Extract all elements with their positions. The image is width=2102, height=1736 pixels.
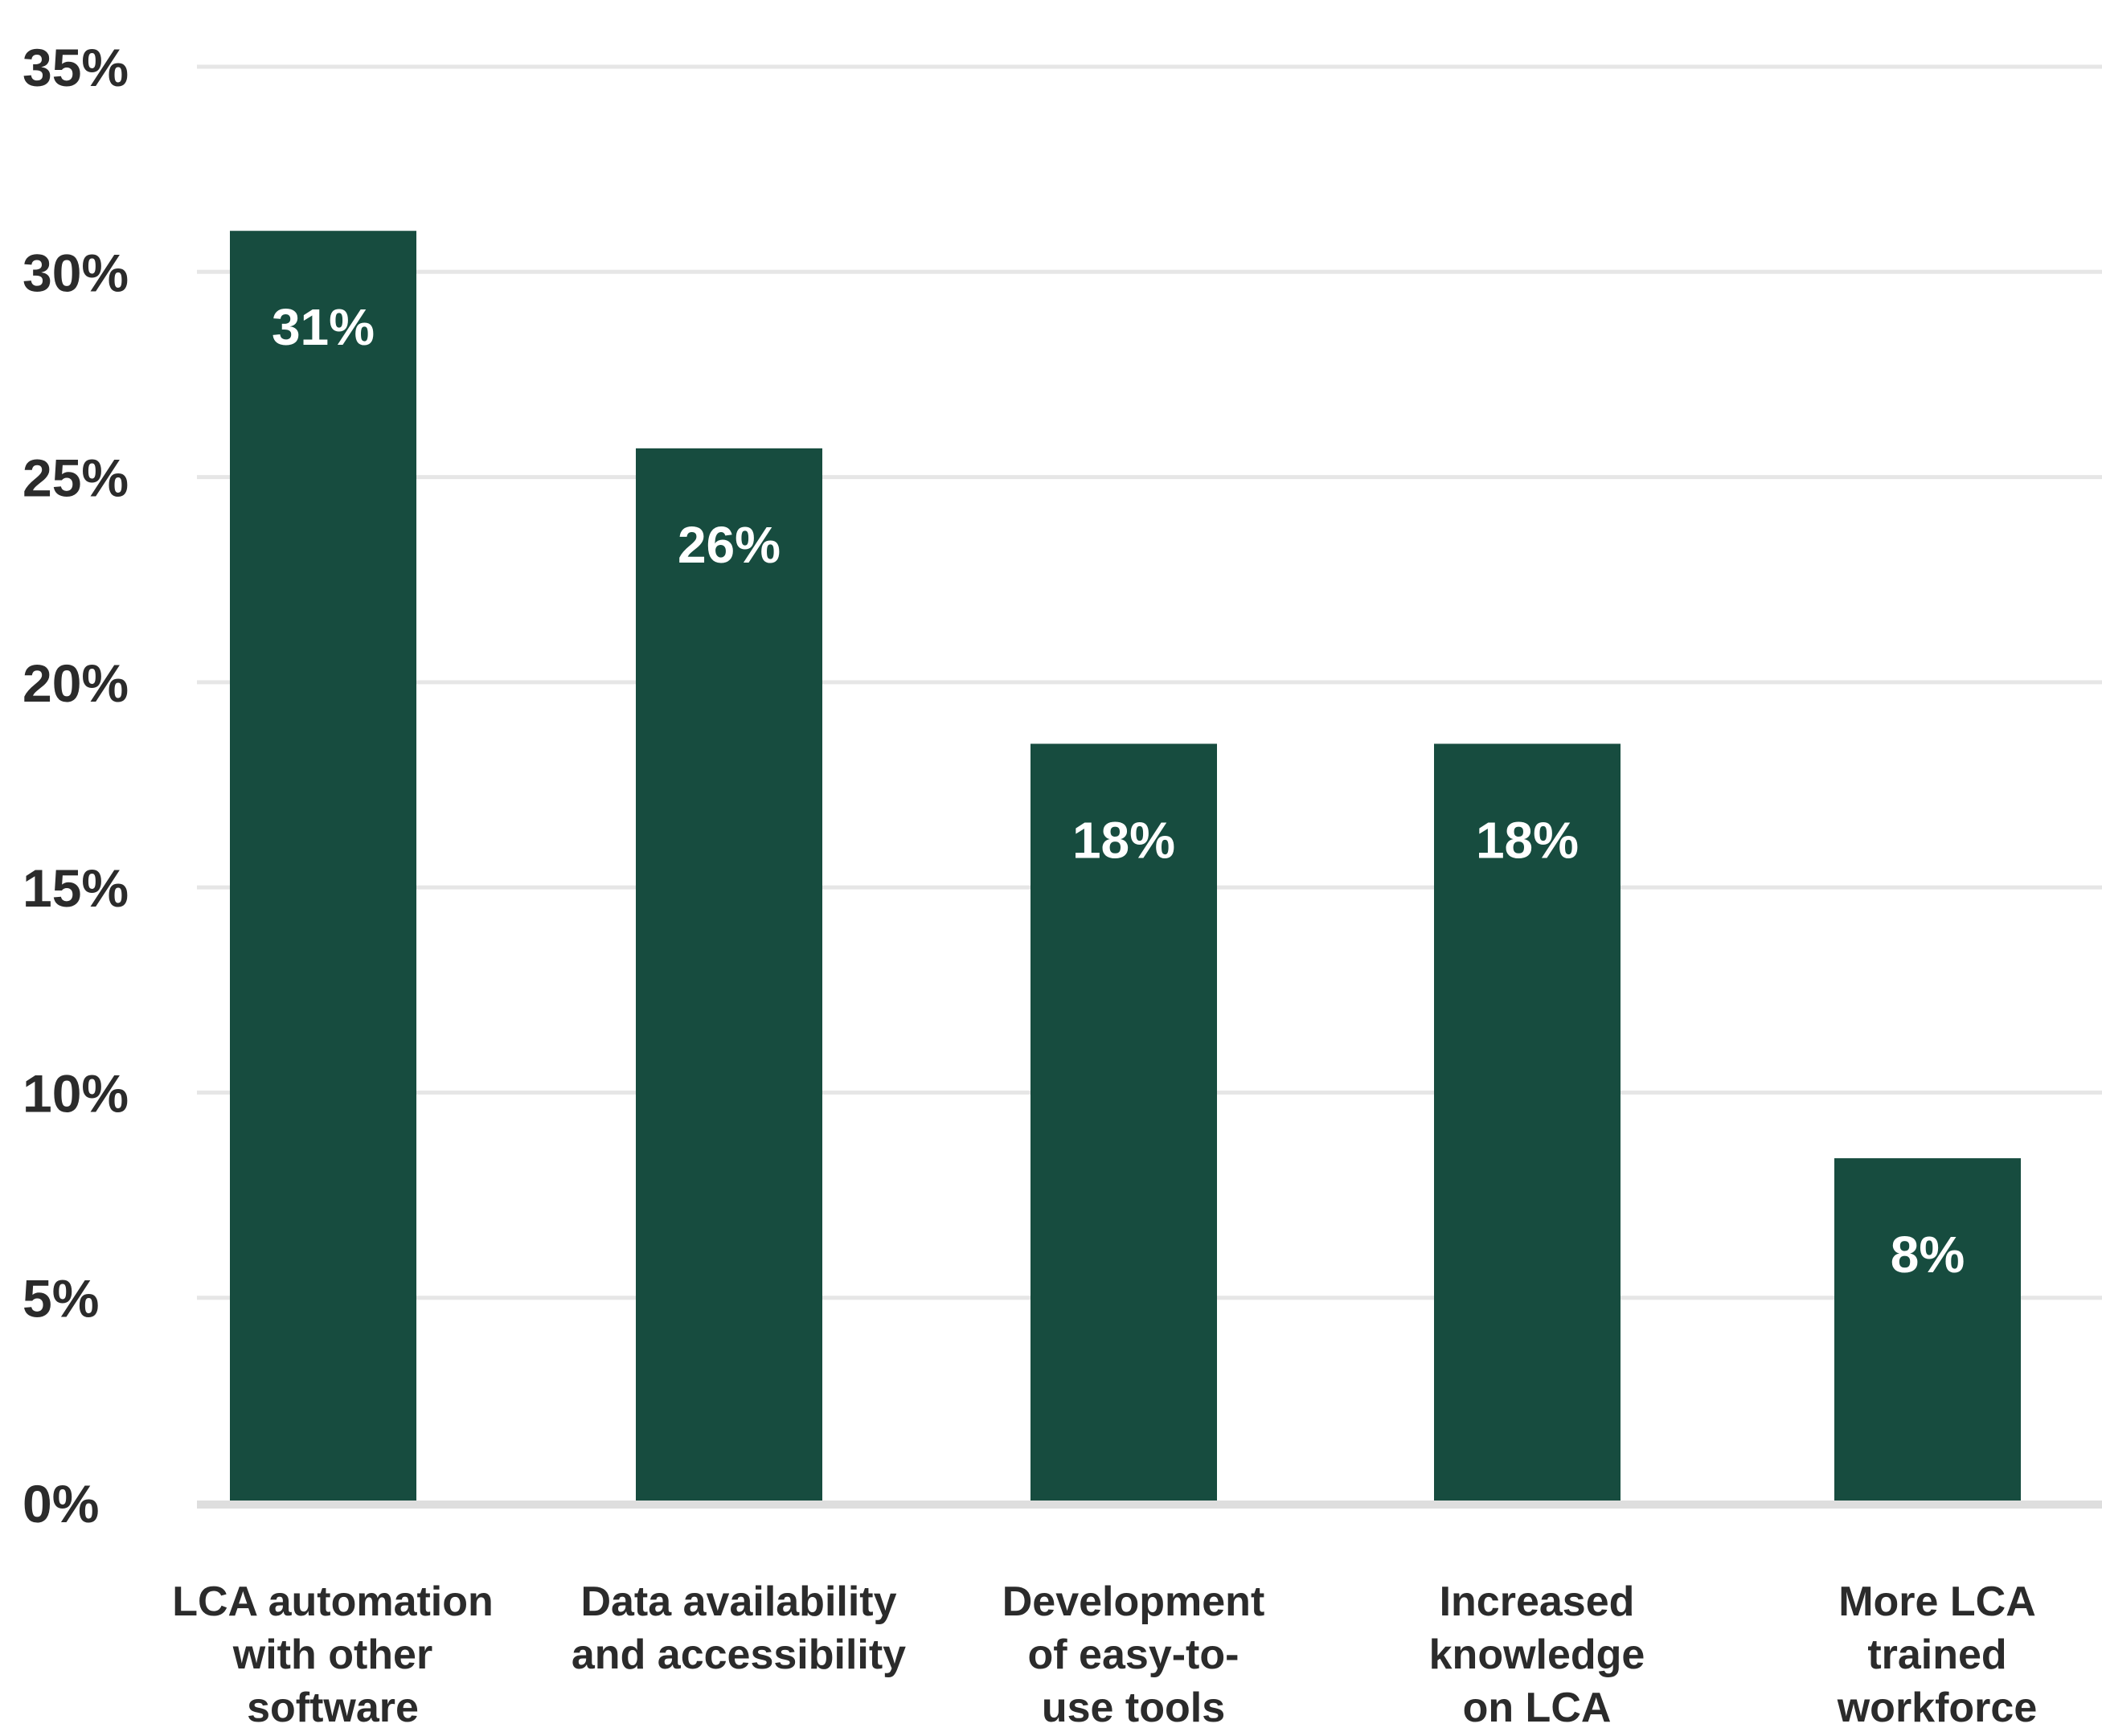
bar <box>1434 743 1621 1503</box>
x-category-label: Development <box>1002 1578 1265 1625</box>
bar <box>1834 1158 2021 1503</box>
x-axis-category-labels: LCA automation with other software Data ava… <box>172 1578 2037 1731</box>
x-category-label: Data availability <box>580 1578 896 1625</box>
y-tick-label: 0% <box>23 1474 99 1533</box>
bar <box>230 231 416 1504</box>
x-category-label: and accessibility <box>572 1632 906 1678</box>
x-category-label: use tools <box>1042 1685 1225 1731</box>
bar-value-label: 18% <box>1476 811 1579 869</box>
y-tick-label: 5% <box>23 1269 99 1329</box>
x-category-label: software <box>247 1685 419 1731</box>
x-category-label: Increased <box>1440 1578 1635 1625</box>
x-category-label: knowledge <box>1429 1632 1645 1678</box>
bar-value-label: 31% <box>272 298 375 356</box>
bar <box>1031 743 1217 1503</box>
bar-value-label: 26% <box>678 516 781 574</box>
y-tick-label: 15% <box>23 858 129 918</box>
y-tick-label: 30% <box>23 243 129 302</box>
y-axis-tick-labels: 0% 5% 10% 15% 20% 25% 30% 35% <box>23 38 129 1533</box>
x-category-label: trained <box>1867 1632 2006 1678</box>
bar-value-label: 8% <box>1891 1226 1965 1284</box>
bars <box>230 231 2021 1504</box>
x-category-label: workforce <box>1837 1685 2038 1731</box>
bar-value-labels: 31% 26% 18% 18% 8% <box>272 298 1965 1284</box>
bar <box>636 448 822 1503</box>
bar-value-label: 18% <box>1072 811 1175 869</box>
y-tick-label: 35% <box>23 38 129 97</box>
x-category-label: with other <box>232 1632 432 1678</box>
y-tick-label: 20% <box>23 653 129 713</box>
x-category-label: on LCA <box>1463 1685 1612 1731</box>
y-tick-label: 10% <box>23 1063 129 1123</box>
x-category-label: of easy-to- <box>1028 1632 1239 1678</box>
y-tick-label: 25% <box>23 448 129 508</box>
x-category-label: More LCA <box>1838 1578 2036 1625</box>
x-category-label: LCA automation <box>172 1578 494 1625</box>
